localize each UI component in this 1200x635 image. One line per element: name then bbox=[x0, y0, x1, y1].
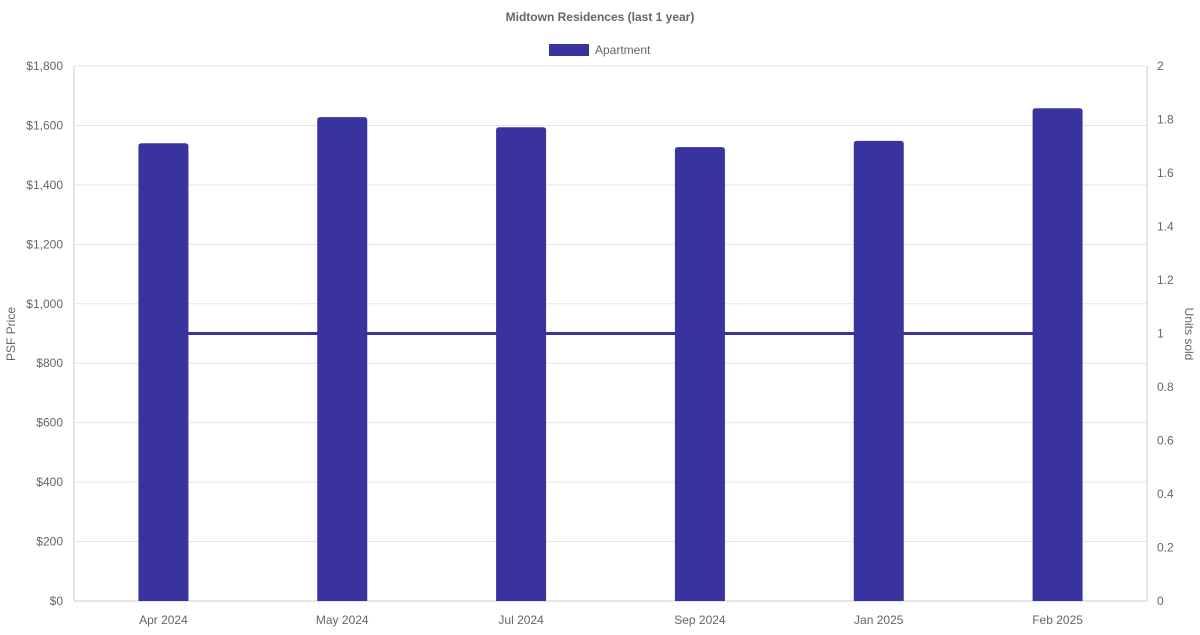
line-point-jan-2025[interactable] bbox=[877, 332, 881, 335]
y-tick-label-right: 0.4 bbox=[1157, 487, 1174, 501]
y-tick-label-right: 1.4 bbox=[1157, 220, 1174, 234]
x-tick-label: May 2024 bbox=[316, 613, 369, 627]
y-tick-label-left: $800 bbox=[36, 356, 63, 370]
line-point-may-2024[interactable] bbox=[340, 332, 344, 335]
tick-labels: $0 $200 $400 $600 $800 $1,000 $1,200 $1,400 $1,6… bbox=[26, 59, 1174, 627]
axes bbox=[73, 66, 1148, 602]
y-tick-label-right: 1.2 bbox=[1157, 273, 1174, 287]
y-tick-label-left: $400 bbox=[36, 475, 63, 489]
y-tick-label-right: 1 bbox=[1157, 327, 1164, 341]
legend[interactable]: Apartment bbox=[549, 43, 651, 57]
chart-title: Midtown Residences (last 1 year) bbox=[506, 10, 695, 24]
bar-sep-2024[interactable] bbox=[674, 147, 725, 601]
y-tick-label-right: 0.2 bbox=[1157, 541, 1174, 555]
y-tick-label-right: 1.6 bbox=[1157, 166, 1174, 180]
y-tick-label-left: $1,000 bbox=[26, 297, 63, 311]
line-point-apr-2024[interactable] bbox=[161, 332, 165, 335]
y-tick-label-left: $1,200 bbox=[26, 237, 63, 251]
bar-apr-2024[interactable] bbox=[138, 143, 189, 601]
y-tick-label-right: 2 bbox=[1157, 59, 1164, 73]
y-axis-label-left: PSF Price bbox=[4, 307, 18, 361]
bar-series bbox=[138, 108, 1083, 601]
line-point-feb-2025[interactable] bbox=[1056, 332, 1060, 335]
line-point-sep-2024[interactable] bbox=[698, 332, 702, 335]
bar-may-2024[interactable] bbox=[317, 117, 368, 601]
bar-feb-2025[interactable] bbox=[1032, 108, 1083, 601]
y-tick-label-left: $1,800 bbox=[26, 59, 63, 73]
y-axis-label-right: Units sold bbox=[1182, 308, 1196, 361]
gridlines bbox=[74, 65, 1147, 602]
legend-label-apartment: Apartment bbox=[595, 43, 651, 57]
x-tick-label: Apr 2024 bbox=[139, 613, 188, 627]
x-tick-label: Sep 2024 bbox=[674, 613, 726, 627]
legend-swatch-apartment bbox=[549, 44, 589, 56]
x-tick-label: Jan 2025 bbox=[854, 613, 904, 627]
y-tick-label-right: 0.6 bbox=[1157, 434, 1174, 448]
y-tick-label-left: $600 bbox=[36, 416, 63, 430]
bar-jan-2025[interactable] bbox=[853, 140, 904, 601]
line-point-jul-2024[interactable] bbox=[519, 332, 523, 335]
y-tick-label-left: $1,400 bbox=[26, 178, 63, 192]
line-series bbox=[161, 332, 1060, 335]
x-tick-label: Jul 2024 bbox=[498, 613, 544, 627]
y-tick-label-left: $1,600 bbox=[26, 118, 63, 132]
y-tick-label-left: $200 bbox=[36, 535, 63, 549]
y-tick-label-right: 0.8 bbox=[1157, 380, 1174, 394]
x-tick-label: Feb 2025 bbox=[1032, 613, 1083, 627]
bar-jul-2024[interactable] bbox=[496, 127, 547, 601]
y-tick-label-right: 1.8 bbox=[1157, 113, 1174, 127]
y-tick-label-left: $0 bbox=[50, 594, 64, 608]
y-tick-label-right: 0 bbox=[1157, 594, 1164, 608]
